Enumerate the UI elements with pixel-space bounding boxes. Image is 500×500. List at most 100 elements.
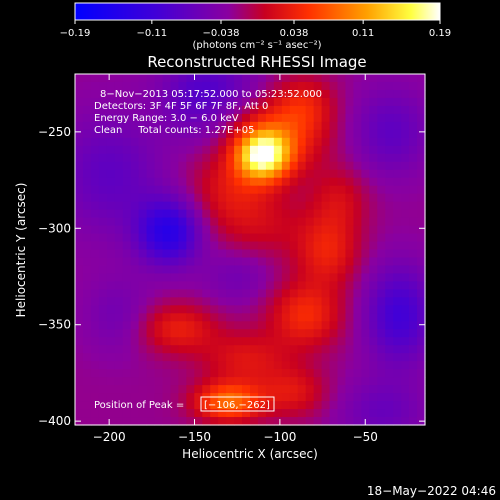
- heatmap-cell: [289, 361, 299, 370]
- heatmap-cell: [202, 377, 211, 386]
- heatmap-cell: [186, 329, 195, 338]
- heatmap-cell: [337, 177, 347, 187]
- heatmap-cell: [130, 137, 140, 147]
- heatmap-cell: [329, 169, 339, 179]
- heatmap-cell: [377, 137, 386, 147]
- heatmap-cell: [281, 129, 291, 139]
- heatmap-cell: [210, 297, 219, 306]
- heatmap-cell: [369, 289, 378, 298]
- heatmap-cell: [289, 121, 299, 131]
- heatmap-cell: [138, 313, 148, 322]
- heatmap-cell: [75, 409, 84, 418]
- heatmap-cell: [369, 201, 378, 211]
- heatmap-cell: [218, 89, 227, 99]
- heatmap-cell: [186, 145, 195, 155]
- heatmap-cell: [257, 321, 267, 330]
- heatmap-cell: [401, 377, 410, 386]
- heatmap-cell: [210, 337, 219, 346]
- heatmap-cell: [273, 97, 283, 107]
- heatmap-cell: [202, 161, 211, 171]
- heatmap-cell: [305, 377, 315, 386]
- heatmap-cell: [90, 297, 100, 306]
- heatmap-cell: [369, 345, 378, 354]
- heatmap-cell: [361, 185, 370, 195]
- heatmap-cell: [313, 393, 323, 402]
- heatmap-cell: [257, 153, 267, 163]
- heatmap-cell: [329, 305, 339, 314]
- heatmap-cell: [162, 401, 172, 410]
- heatmap-cell: [90, 241, 100, 251]
- heatmap-cell: [289, 209, 299, 219]
- heatmap-cell: [218, 329, 227, 338]
- heatmap-cell: [234, 225, 243, 235]
- heatmap-cell: [361, 321, 370, 330]
- heatmap-cell: [377, 281, 386, 290]
- heatmap-cell: [313, 201, 323, 211]
- heatmap-cell: [409, 265, 418, 275]
- heatmap-cell: [90, 97, 100, 107]
- heatmap-cell: [226, 201, 235, 211]
- heatmap-cell: [114, 281, 124, 290]
- heatmap-cell: [369, 81, 378, 91]
- heatmap-cell: [417, 401, 426, 410]
- heatmap-cell: [210, 185, 219, 195]
- heatmap-cell: [329, 377, 339, 386]
- heatmap-cell: [377, 385, 386, 394]
- heatmap-cell: [305, 153, 315, 163]
- heatmap-cell: [313, 89, 323, 99]
- heatmap-cell: [186, 193, 195, 203]
- heatmap-cell: [98, 81, 108, 91]
- heatmap-cell: [178, 329, 187, 338]
- heatmap-cell: [218, 281, 227, 290]
- heatmap-cell: [146, 361, 156, 370]
- heatmap-cell: [162, 313, 172, 322]
- heatmap-cell: [369, 417, 378, 426]
- heatmap-cell: [250, 145, 259, 155]
- heatmap-cell: [401, 201, 410, 211]
- heatmap-cell: [385, 209, 394, 219]
- heatmap-cell: [146, 177, 156, 187]
- heatmap-cell: [114, 121, 124, 131]
- heatmap-cell: [289, 297, 299, 306]
- heatmap-cell: [273, 353, 283, 362]
- heatmap-cell: [138, 209, 148, 219]
- heatmap-cell: [409, 74, 418, 83]
- heatmap-cell: [75, 401, 84, 410]
- heatmap-cell: [321, 281, 331, 290]
- heatmap-cell: [162, 305, 172, 314]
- heatmap-cell: [194, 401, 203, 410]
- heatmap-cell: [385, 377, 394, 386]
- heatmap-cell: [186, 361, 195, 370]
- heatmap-cell: [226, 377, 235, 386]
- heatmap-cell: [75, 121, 84, 131]
- heatmap-cell: [186, 401, 195, 410]
- heatmap-cell: [377, 74, 386, 83]
- heatmap-cell: [369, 74, 378, 83]
- heatmap-cells: [75, 74, 426, 426]
- heatmap-cell: [313, 97, 323, 107]
- heatmap-cell: [313, 161, 323, 171]
- heatmap-cell: [345, 337, 354, 346]
- heatmap-cell: [361, 249, 370, 259]
- heatmap-cell: [202, 169, 211, 179]
- heatmap-cell: [353, 137, 362, 147]
- heatmap-cell: [210, 74, 219, 83]
- heatmap-cell: [194, 361, 203, 370]
- heatmap-cell: [106, 137, 116, 147]
- heatmap-cell: [234, 257, 243, 267]
- heatmap-cell: [401, 209, 410, 219]
- heatmap-cell: [377, 345, 386, 354]
- heatmap-cell: [369, 369, 378, 378]
- heatmap-cell: [250, 337, 259, 346]
- heatmap-cell: [242, 385, 251, 394]
- heatmap-cell: [162, 209, 172, 219]
- heatmap-cell: [210, 121, 219, 131]
- heatmap-cell: [393, 74, 402, 83]
- heatmap-cell: [218, 273, 227, 283]
- heatmap-cell: [409, 137, 418, 147]
- heatmap-cell: [194, 129, 203, 139]
- heatmap-cell: [130, 193, 140, 203]
- heatmap-cell: [210, 377, 219, 386]
- heatmap-cell: [401, 249, 410, 259]
